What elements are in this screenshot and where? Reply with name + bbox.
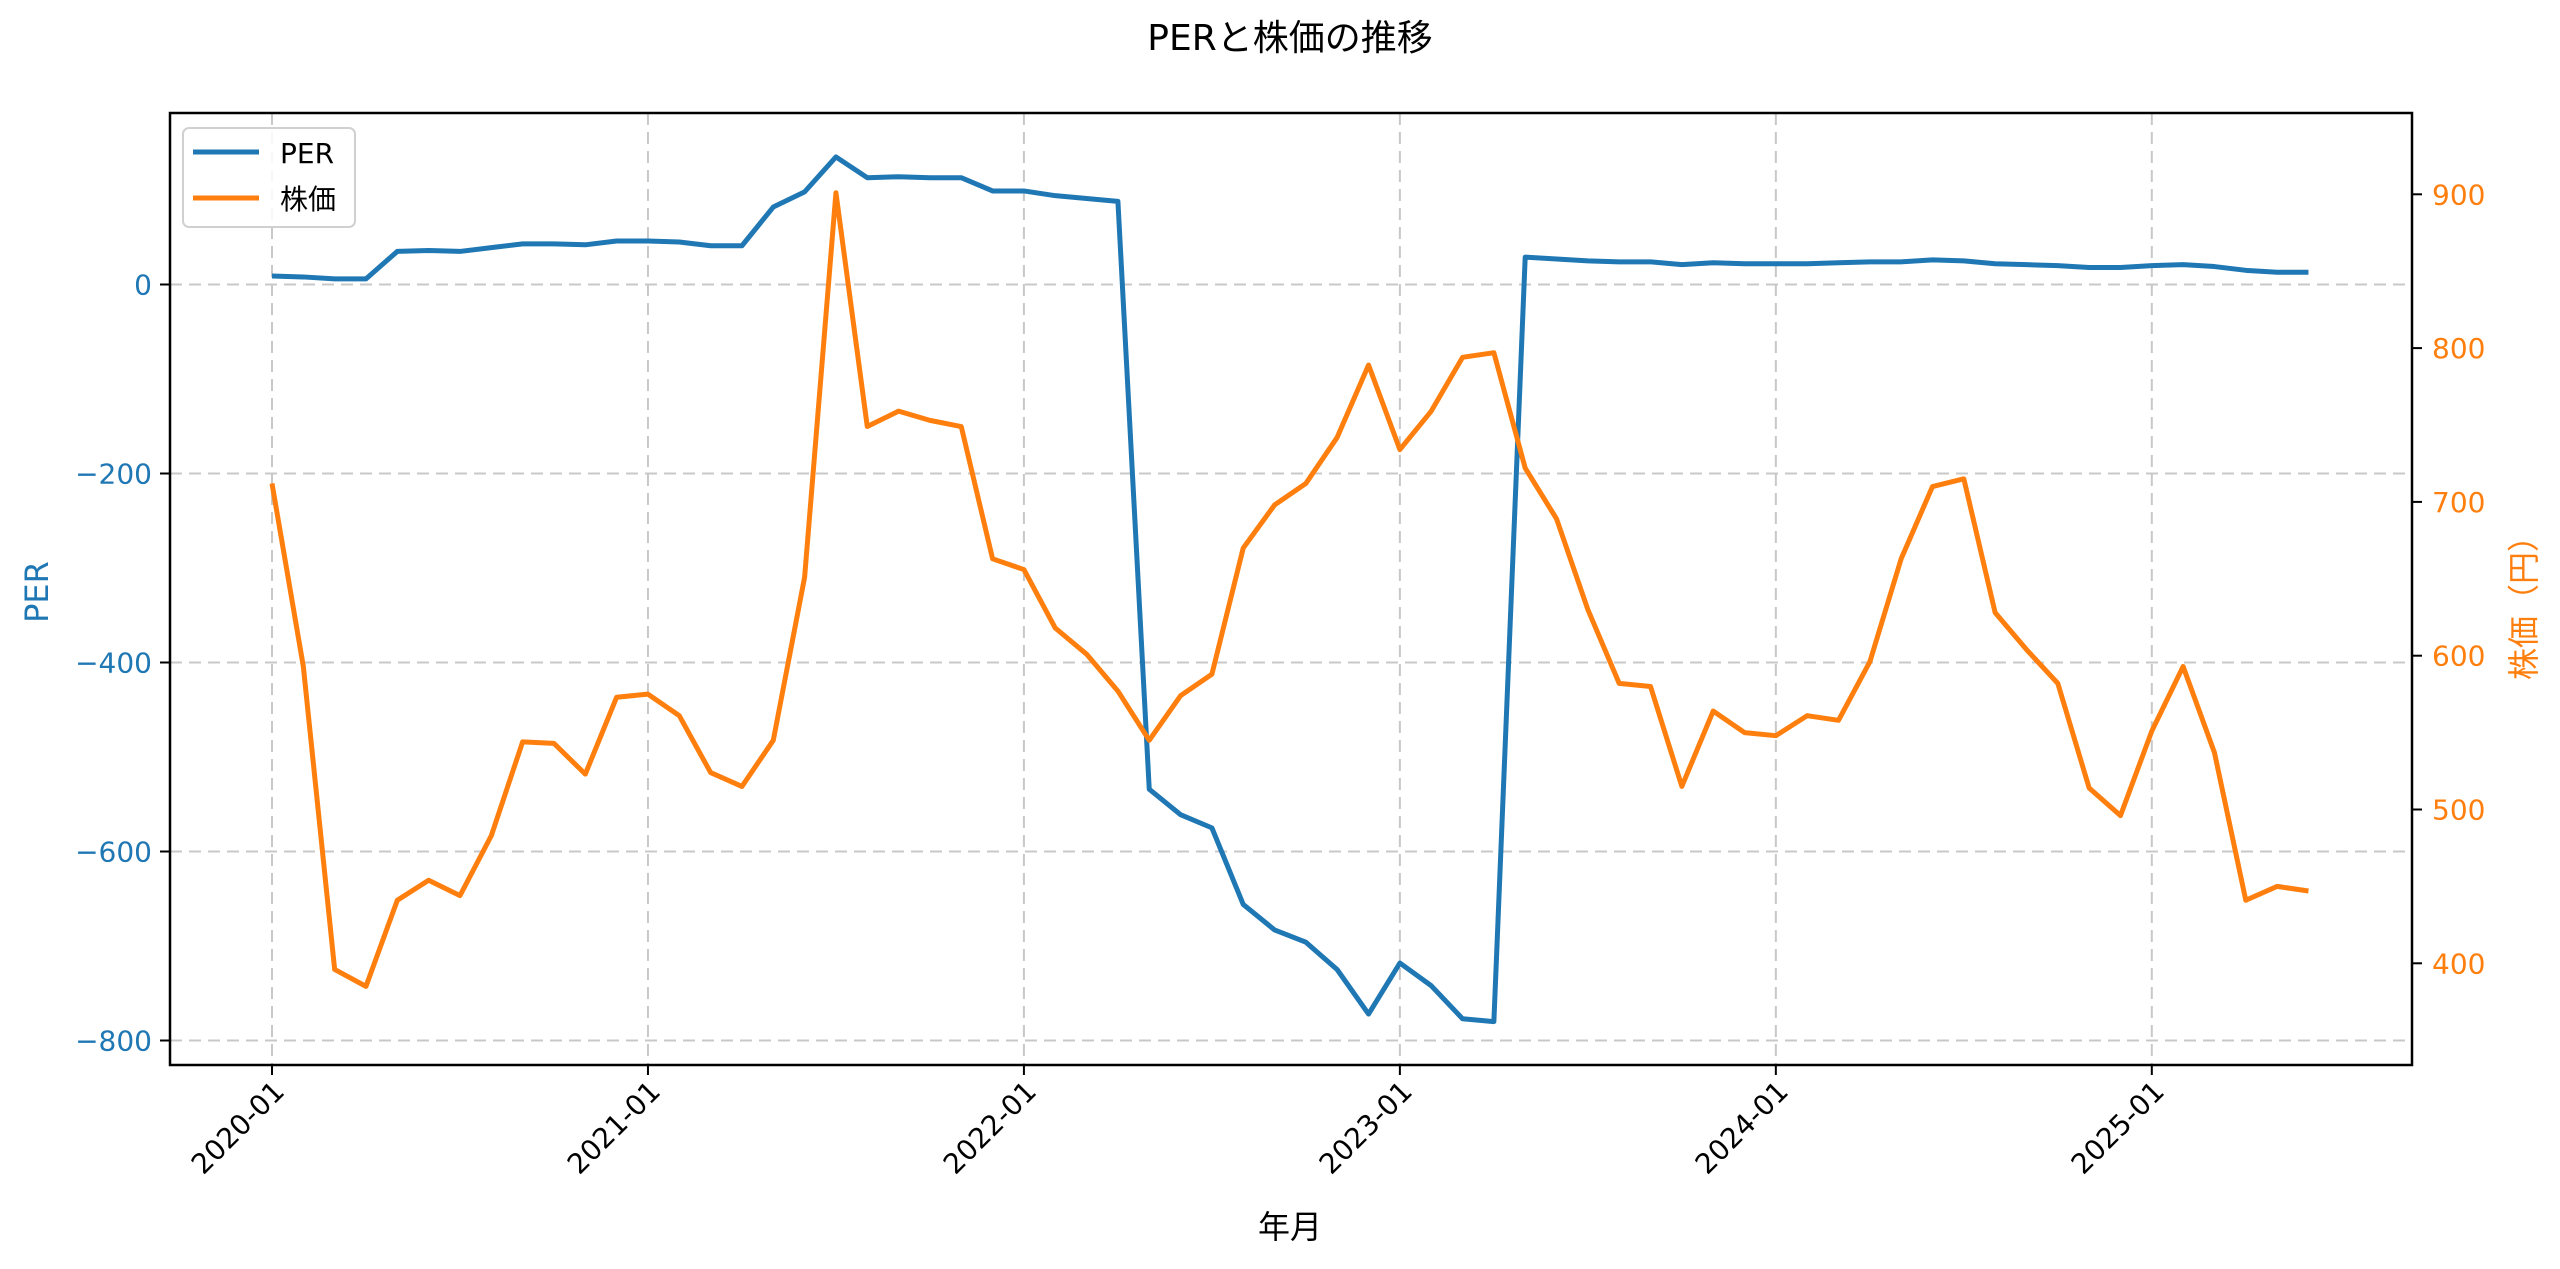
right-tick-label: 800 <box>2432 332 2485 365</box>
right-tick-label: 400 <box>2432 947 2485 980</box>
data-lines <box>269 154 2309 1025</box>
left-tick-label: −400 <box>75 647 152 680</box>
plot-frame <box>168 111 2414 1067</box>
right-tick-label: 600 <box>2432 640 2485 673</box>
legend: PER 株価 <box>182 127 356 228</box>
left-tick-label: −800 <box>75 1025 152 1058</box>
x-tick-label: 2024-01 <box>1689 1075 1795 1181</box>
y-axis-label-left: PER <box>18 561 56 623</box>
x-tick-label: 2025-01 <box>2065 1075 2171 1181</box>
x-tick-label: 2020-01 <box>185 1075 291 1181</box>
right-tick-label: 900 <box>2432 178 2485 211</box>
chart-title: PERと株価の推移 <box>1147 18 1432 59</box>
x-axis-ticks: 2020-01 2021-01 2022-01 2023-01 2024-01 2025-… <box>185 1065 2171 1181</box>
right-axis-ticks: 900 800 700 600 500 400 <box>2412 178 2485 980</box>
x-tick-label: 2023-01 <box>1313 1075 1419 1181</box>
legend-per-label: PER <box>280 137 334 170</box>
per-line <box>271 154 2309 1025</box>
x-tick-label: 2022-01 <box>937 1075 1043 1181</box>
legend-price-label: 株価 <box>280 183 336 216</box>
left-tick-label: −200 <box>75 458 152 491</box>
price-line <box>269 190 2309 989</box>
left-axis-ticks: 0 −200 −400 −600 −800 <box>75 269 170 1058</box>
left-tick-label: −600 <box>75 836 152 869</box>
right-tick-label: 500 <box>2432 794 2485 827</box>
grid-lines <box>170 113 2412 1065</box>
right-tick-label: 700 <box>2432 486 2485 519</box>
x-axis-label: 年月 <box>1258 1208 1322 1246</box>
x-tick-label: 2021-01 <box>561 1075 667 1181</box>
y-axis-label-right: 株価（円） <box>2505 520 2543 680</box>
left-tick-label: 0 <box>134 269 152 302</box>
